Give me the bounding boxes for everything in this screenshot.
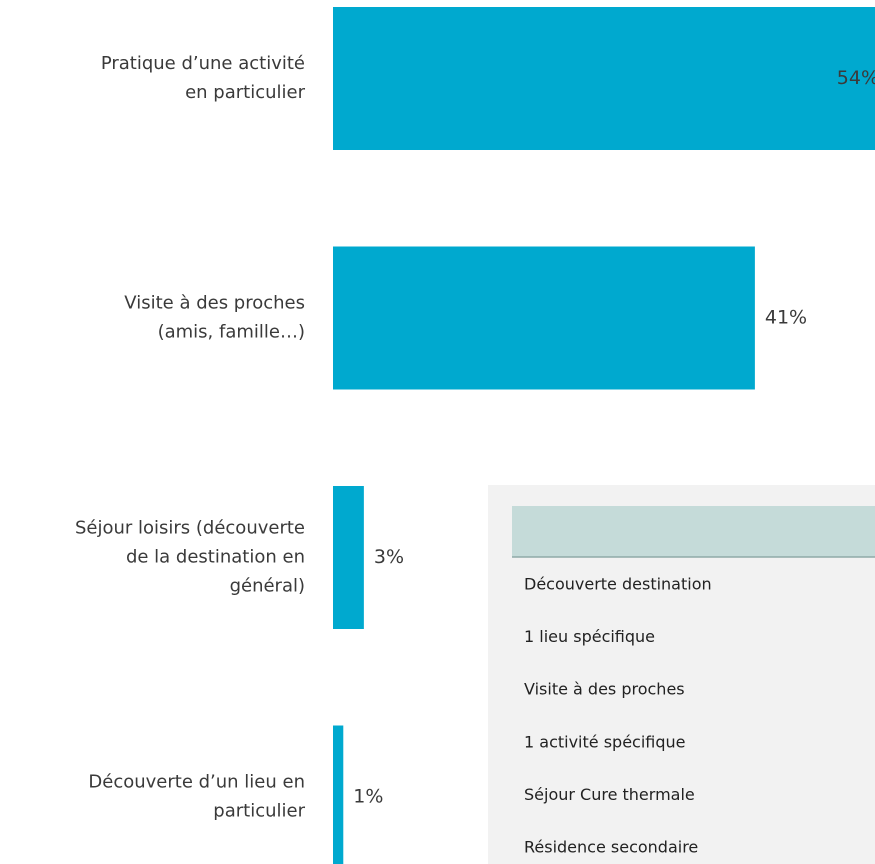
table-row: Résidence secondaire: [524, 838, 698, 857]
value-label: 1%: [353, 786, 383, 808]
bar: [333, 7, 875, 150]
table-row: Visite à des proches: [524, 680, 685, 699]
table-row: Découverte destination: [524, 575, 712, 594]
category-label: (amis, famille…): [158, 322, 305, 343]
category-label: Visite à des proches: [124, 293, 305, 314]
category-label: de la destination en: [126, 547, 305, 568]
category-label: général): [230, 576, 305, 597]
category-label: Séjour loisirs (découverte: [75, 518, 305, 539]
bar: [333, 246, 755, 390]
value-label: 41%: [765, 307, 807, 329]
value-label: 3%: [374, 546, 404, 568]
table-row: 1 lieu spécifique: [524, 627, 655, 646]
category-label: en particulier: [185, 82, 306, 103]
bar: [333, 486, 364, 629]
table-row: 1 activité spécifique: [524, 732, 686, 751]
category-label: Pratique d’une activité: [101, 53, 305, 74]
table-header: [512, 506, 875, 557]
category-label: Découverte d’un lieu en: [88, 772, 305, 793]
value-label: 54%: [837, 67, 875, 89]
category-label: particulier: [213, 801, 305, 822]
table-row: Séjour Cure thermale: [524, 785, 695, 804]
bar: [333, 725, 344, 864]
